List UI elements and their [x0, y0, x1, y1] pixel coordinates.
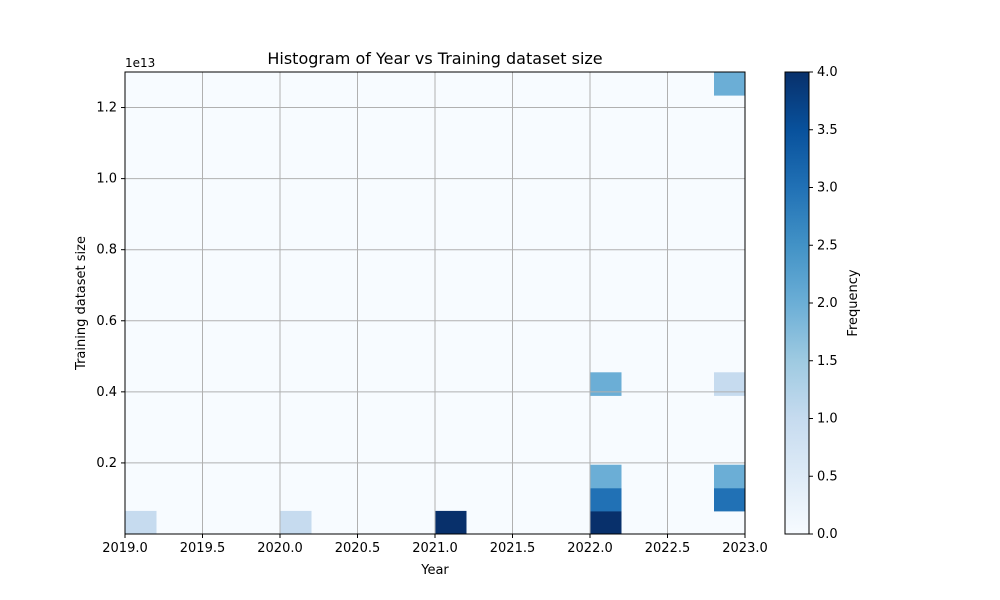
heatmap-cell: [590, 487, 622, 512]
colorbar-tick-label: 4.0: [817, 65, 838, 80]
y-axis-ticks: 0.2 0.4 0.6 0.8 1.0 1.2: [96, 101, 125, 471]
chart-title: Histogram of Year vs Training dataset si…: [267, 49, 602, 68]
x-tick-label: 2021.5: [490, 541, 536, 556]
x-tick-label: 2019.0: [102, 541, 148, 556]
x-tick-label: 2019.5: [180, 541, 226, 556]
colorbar-tick-label: 2.5: [817, 238, 838, 253]
y-tick-label: 0.4: [96, 385, 117, 400]
heatmap-cell: [590, 464, 622, 489]
x-tick-label: 2021.0: [412, 541, 458, 556]
colorbar-tick-label: 2.0: [817, 296, 838, 311]
colorbar-label: Frequency: [846, 269, 861, 336]
y-tick-label: 0.6: [96, 314, 117, 329]
colorbar-tick-label: 0.5: [817, 469, 838, 484]
colorbar-tick-label: 3.0: [817, 181, 838, 196]
heatmap-cell: [280, 510, 312, 535]
y-tick-label: 1.2: [96, 101, 117, 116]
y-axis-label: Training dataset size: [74, 236, 89, 371]
x-tick-label: 2020.0: [257, 541, 303, 556]
x-axis-label: Year: [420, 563, 449, 578]
y-tick-label: 0.2: [96, 456, 117, 471]
colorbar-tick-label: 1.5: [817, 354, 838, 369]
heatmap-cell: [714, 487, 746, 512]
x-tick-label: 2020.5: [335, 541, 381, 556]
x-tick-label: 2022.5: [645, 541, 691, 556]
heatmap-cell: [714, 72, 746, 96]
heatmap-cell: [714, 464, 746, 489]
y-offset-label: 1e13: [125, 56, 155, 70]
x-tick-label: 2023.0: [722, 541, 768, 556]
y-tick-label: 0.8: [96, 243, 117, 258]
colorbar-ticks: 0.0 0.5 1.0 1.5 2.0 2.5 3.0 3.5 4.0: [809, 65, 838, 542]
heatmap-cell: [125, 510, 157, 535]
heatmap-cells: [125, 72, 746, 535]
x-tick-label: 2022.0: [567, 541, 613, 556]
heatmap-cell: [714, 372, 746, 396]
x-axis-ticks: 2019.0 2019.5 2020.0 2020.5 2021.0 2021.5 2022…: [102, 534, 768, 556]
colorbar: [784, 71, 810, 535]
y-tick-label: 1.0: [96, 172, 117, 187]
colorbar-tick-label: 0.0: [817, 527, 838, 542]
heatmap-cell: [590, 372, 622, 396]
heatmap-cell: [435, 510, 467, 535]
colorbar-tick-label: 3.5: [817, 123, 838, 138]
colorbar-tick-label: 1.0: [817, 412, 838, 427]
heatmap-cell: [590, 510, 622, 535]
